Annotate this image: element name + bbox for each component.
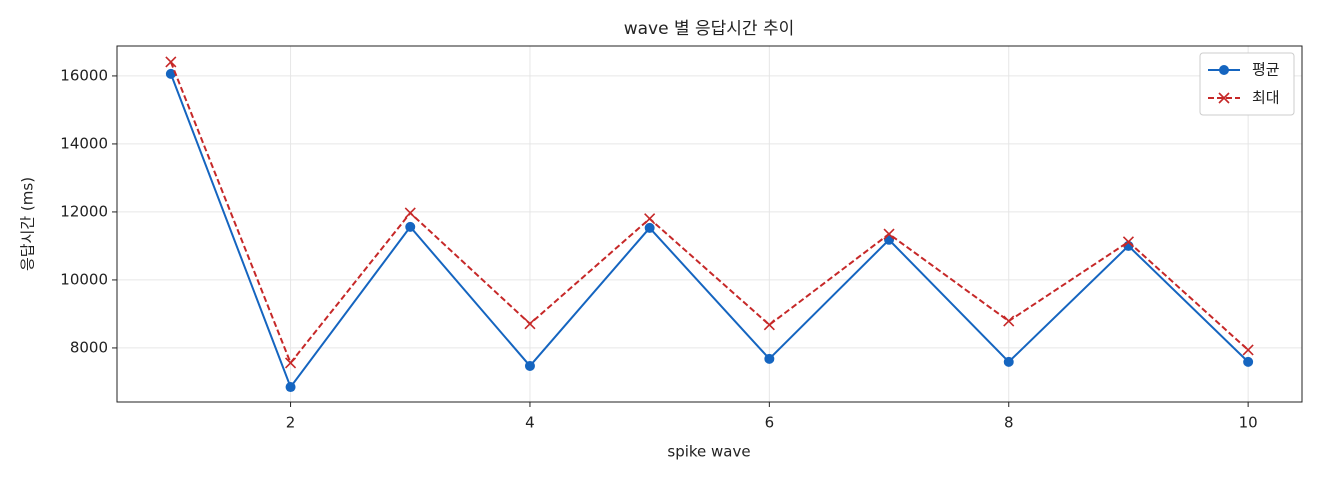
marker (763, 319, 775, 331)
marker (524, 360, 535, 371)
marker (404, 207, 416, 219)
series-line (169, 73, 1249, 390)
legend-label: 최대 (1252, 89, 1280, 107)
marker (524, 318, 536, 330)
legend-label: 평균 (1252, 61, 1280, 79)
marker (1242, 344, 1254, 356)
marker (644, 213, 656, 225)
x-tick-label: 4 (525, 414, 535, 432)
marker (405, 221, 416, 232)
marker (1243, 356, 1254, 367)
marker (883, 228, 895, 240)
marker (165, 56, 177, 68)
plot-frame (116, 45, 1303, 403)
x-tick-label: 10 (1239, 414, 1258, 432)
y-tick-label: 14000 (60, 134, 108, 152)
legend-marker (1219, 65, 1229, 75)
y-axis-label: 응답시간 (ms) (19, 177, 37, 271)
marker (165, 68, 176, 79)
marker (1122, 236, 1135, 248)
x-tick-label: 8 (1004, 414, 1014, 432)
marker (285, 382, 296, 393)
y-tick-label: 16000 (60, 66, 108, 84)
x-tick-label: 6 (765, 414, 775, 432)
series-line (169, 61, 1249, 365)
chart-title: wave 별 응답시간 추이 (624, 19, 795, 39)
y-tick-label: 10000 (60, 270, 108, 288)
y-tick-label: 12000 (60, 202, 108, 220)
marker (1003, 315, 1015, 327)
legend-marker (1218, 92, 1230, 104)
x-axis-label: spike wave (667, 443, 750, 461)
marker (764, 353, 775, 364)
legend-box (1199, 52, 1295, 116)
x-tick-label: 2 (286, 414, 296, 432)
marker (1003, 356, 1014, 367)
marker (644, 222, 655, 233)
y-tick-label: 8000 (70, 338, 108, 356)
marker (284, 357, 297, 369)
